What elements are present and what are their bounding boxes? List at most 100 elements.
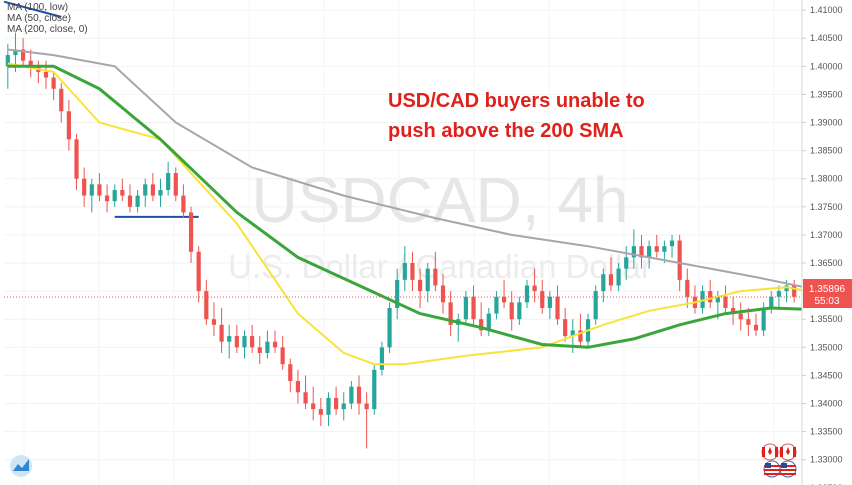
candle[interactable] <box>417 268 423 308</box>
candle[interactable] <box>51 71 56 101</box>
candle[interactable] <box>631 229 636 269</box>
candle[interactable] <box>150 173 155 202</box>
candle[interactable] <box>28 49 33 78</box>
candle[interactable] <box>486 307 491 337</box>
candle[interactable] <box>685 268 690 308</box>
candle[interactable] <box>425 263 430 303</box>
candle[interactable] <box>74 133 79 190</box>
candle[interactable] <box>36 60 41 84</box>
candle[interactable] <box>219 307 224 353</box>
candle[interactable] <box>792 279 797 303</box>
candle[interactable] <box>127 184 133 213</box>
candle[interactable] <box>647 240 652 269</box>
candle[interactable] <box>272 330 278 353</box>
candle[interactable] <box>364 392 369 449</box>
candle[interactable] <box>234 324 239 353</box>
candle[interactable] <box>463 291 468 325</box>
candle[interactable] <box>227 324 232 359</box>
candle[interactable] <box>524 279 530 308</box>
us-flag-icon-2[interactable] <box>779 460 797 478</box>
candle[interactable] <box>211 302 217 337</box>
candle[interactable] <box>440 274 446 314</box>
candle[interactable] <box>166 161 171 196</box>
candle[interactable] <box>196 246 201 303</box>
candle[interactable] <box>769 291 774 314</box>
candle[interactable] <box>708 279 713 308</box>
candle[interactable] <box>471 285 476 325</box>
candle[interactable] <box>402 246 407 292</box>
candle[interactable] <box>181 184 186 219</box>
candle[interactable] <box>509 291 514 331</box>
candle[interactable] <box>104 184 110 213</box>
candle[interactable] <box>257 336 262 365</box>
candle[interactable] <box>112 184 117 207</box>
candle[interactable] <box>669 234 675 258</box>
candle[interactable] <box>387 302 392 353</box>
canada-flag-icon-2[interactable] <box>779 443 797 461</box>
candle[interactable] <box>143 178 148 207</box>
candle[interactable] <box>295 369 301 404</box>
candle[interactable] <box>578 313 583 348</box>
candle[interactable] <box>654 234 659 258</box>
candle[interactable] <box>204 279 209 325</box>
candle[interactable] <box>349 381 354 410</box>
candle[interactable] <box>66 100 71 151</box>
candle[interactable] <box>341 392 346 421</box>
candle[interactable] <box>356 375 362 415</box>
candle[interactable] <box>479 302 484 337</box>
candle[interactable] <box>731 296 736 325</box>
candle[interactable] <box>242 330 247 359</box>
candle[interactable] <box>753 313 759 337</box>
candle[interactable] <box>746 307 751 337</box>
price-axis[interactable]: 1.41000 1.40500 1.40000 1.39500 1.39000 1.385… <box>801 0 843 485</box>
candle[interactable] <box>624 246 629 280</box>
candle[interactable] <box>318 397 323 426</box>
candle[interactable] <box>173 167 178 202</box>
candle[interactable] <box>563 307 568 342</box>
candle[interactable] <box>494 291 499 320</box>
candle[interactable] <box>692 285 698 314</box>
candle[interactable] <box>501 279 507 308</box>
candle[interactable] <box>608 257 614 292</box>
candle[interactable] <box>372 364 377 415</box>
candle[interactable] <box>59 83 64 123</box>
ma200-line[interactable] <box>7 48 803 288</box>
candle[interactable] <box>250 324 255 353</box>
candle[interactable] <box>97 173 102 202</box>
candle[interactable] <box>311 386 316 421</box>
candle[interactable] <box>555 285 560 325</box>
candle[interactable] <box>410 251 415 292</box>
candle[interactable] <box>120 178 125 202</box>
candle[interactable] <box>639 234 644 269</box>
candle[interactable] <box>89 178 94 213</box>
candle[interactable] <box>379 341 385 376</box>
legend-ma200[interactable]: MA (200, close, 0) <box>7 24 88 35</box>
candle[interactable] <box>82 167 87 207</box>
legend-ma100[interactable]: MA (100, low) <box>7 2 69 13</box>
candle[interactable] <box>395 268 400 320</box>
candle[interactable] <box>738 302 743 331</box>
us-flag-icon[interactable] <box>763 460 781 478</box>
candle[interactable] <box>326 392 331 426</box>
candle[interactable] <box>288 358 293 393</box>
ma50-line[interactable] <box>7 62 802 366</box>
candle[interactable] <box>433 251 438 292</box>
candle[interactable] <box>188 206 194 264</box>
candle[interactable] <box>547 291 552 320</box>
ma100-line[interactable] <box>7 64 802 349</box>
candle[interactable] <box>303 375 308 410</box>
candle[interactable] <box>280 336 285 370</box>
candle[interactable] <box>448 291 453 337</box>
canada-flag-icon[interactable] <box>761 443 779 461</box>
candle[interactable] <box>265 330 270 359</box>
tradingview-logo-icon[interactable] <box>10 455 32 477</box>
candle[interactable] <box>158 178 163 207</box>
candle[interactable] <box>723 285 728 314</box>
candle[interactable] <box>532 268 537 303</box>
candle[interactable] <box>616 263 621 292</box>
candle[interactable] <box>601 268 606 303</box>
candle[interactable] <box>334 386 339 415</box>
candle[interactable] <box>517 296 522 325</box>
candle[interactable] <box>540 279 545 314</box>
